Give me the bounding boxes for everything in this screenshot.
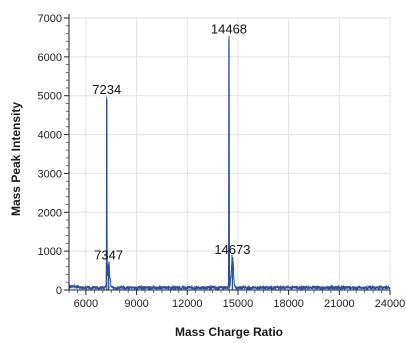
y-tick-label: 6000 — [38, 52, 62, 64]
x-tick-label: 12000 — [172, 298, 203, 310]
peak-label: 7234 — [92, 82, 121, 97]
y-tick-label: 1000 — [38, 246, 62, 258]
y-tick-label: 5000 — [38, 91, 62, 103]
x-tick-label: 6000 — [74, 298, 98, 310]
y-tick-label: 7000 — [38, 13, 62, 25]
x-axis-label: Mass Charge Ratio — [175, 325, 283, 339]
peak-label: 14673 — [214, 242, 250, 257]
y-tick-label: 0 — [56, 285, 62, 297]
y-tick-label: 4000 — [38, 130, 62, 142]
x-tick-label: 15000 — [223, 298, 254, 310]
x-tick-label: 24000 — [375, 298, 406, 310]
x-tick-label: 9000 — [124, 298, 148, 310]
peak-label: 14468 — [211, 22, 247, 37]
x-tick-label: 21000 — [324, 298, 355, 310]
y-tick-label: 2000 — [38, 207, 62, 219]
y-axis-label: Mass Peak Intensity — [9, 102, 23, 216]
x-tick-label: 18000 — [273, 298, 304, 310]
y-tick-label: 3000 — [38, 168, 62, 180]
peak-label: 7347 — [94, 248, 123, 263]
ticks: 0 1000 2000 3000 4000 5000 6000 7000 6000 9000 120… — [38, 13, 406, 310]
spectrum-series — [68, 35, 391, 292]
peak-annotations: 7234 7347 14468 14673 — [92, 22, 250, 263]
